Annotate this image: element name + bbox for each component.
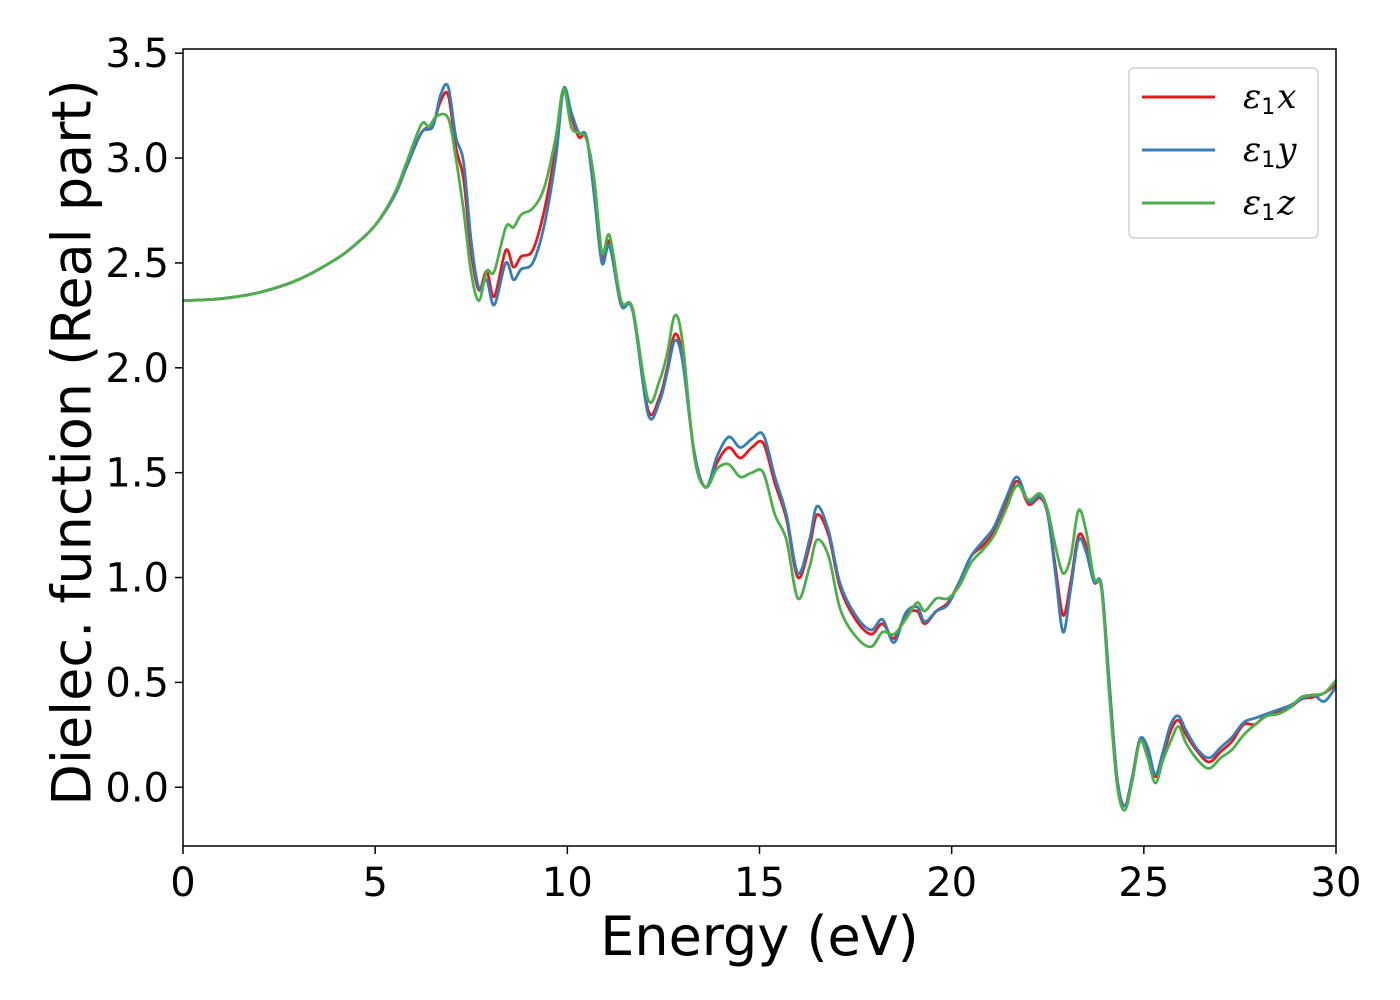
y-axis-label: Dielec. function (Real part) [41, 79, 104, 805]
y-tick-label: 0.5 [105, 660, 169, 706]
series-line-y [182, 82, 1338, 808]
legend-subscript: 1 [1261, 95, 1275, 120]
y-tick-label: 2.5 [105, 241, 169, 287]
x-tick-label: 10 [542, 860, 593, 906]
legend-box [1128, 67, 1319, 239]
legend-symbol: ε [1243, 183, 1261, 223]
legend-label-z: ε1z [1243, 183, 1296, 226]
x-tick-label: 20 [926, 860, 977, 906]
x-tick-label: 25 [1118, 860, 1169, 906]
y-tick-label: 0.0 [105, 765, 169, 811]
x-axis-ticks: 0 5 10 15 20 25 30 [170, 846, 1361, 906]
x-tick-label: 5 [362, 860, 387, 906]
y-axis-ticks: 0.0 0.5 1.0 1.5 2.0 2.5 3.0 3.5 [105, 31, 183, 811]
y-tick-label: 3.5 [105, 31, 169, 77]
legend-label-y: ε1y [1243, 130, 1297, 173]
legend-subscript: 1 [1261, 148, 1275, 173]
x-tick-label: 30 [1311, 860, 1362, 906]
legend-subscript: 1 [1261, 201, 1275, 226]
legend-axis-letter: y [1275, 130, 1297, 170]
y-tick-label: 2.0 [105, 346, 169, 392]
x-tick-label: 15 [734, 860, 785, 906]
legend-axis-letter: z [1276, 183, 1296, 223]
x-axis-label: Energy (eV) [600, 905, 919, 968]
y-tick-label: 3.0 [105, 136, 169, 182]
series-lines [182, 82, 1338, 812]
y-tick-label: 1.5 [105, 451, 169, 497]
y-tick-label: 1.0 [105, 556, 169, 602]
legend-label-x: ε1x [1243, 77, 1296, 120]
legend-symbol: ε [1243, 130, 1261, 170]
x-tick-label: 0 [170, 860, 195, 906]
legend-symbol: ε [1243, 77, 1261, 117]
series-line-z [182, 87, 1338, 812]
legend-axis-letter: x [1277, 77, 1296, 117]
